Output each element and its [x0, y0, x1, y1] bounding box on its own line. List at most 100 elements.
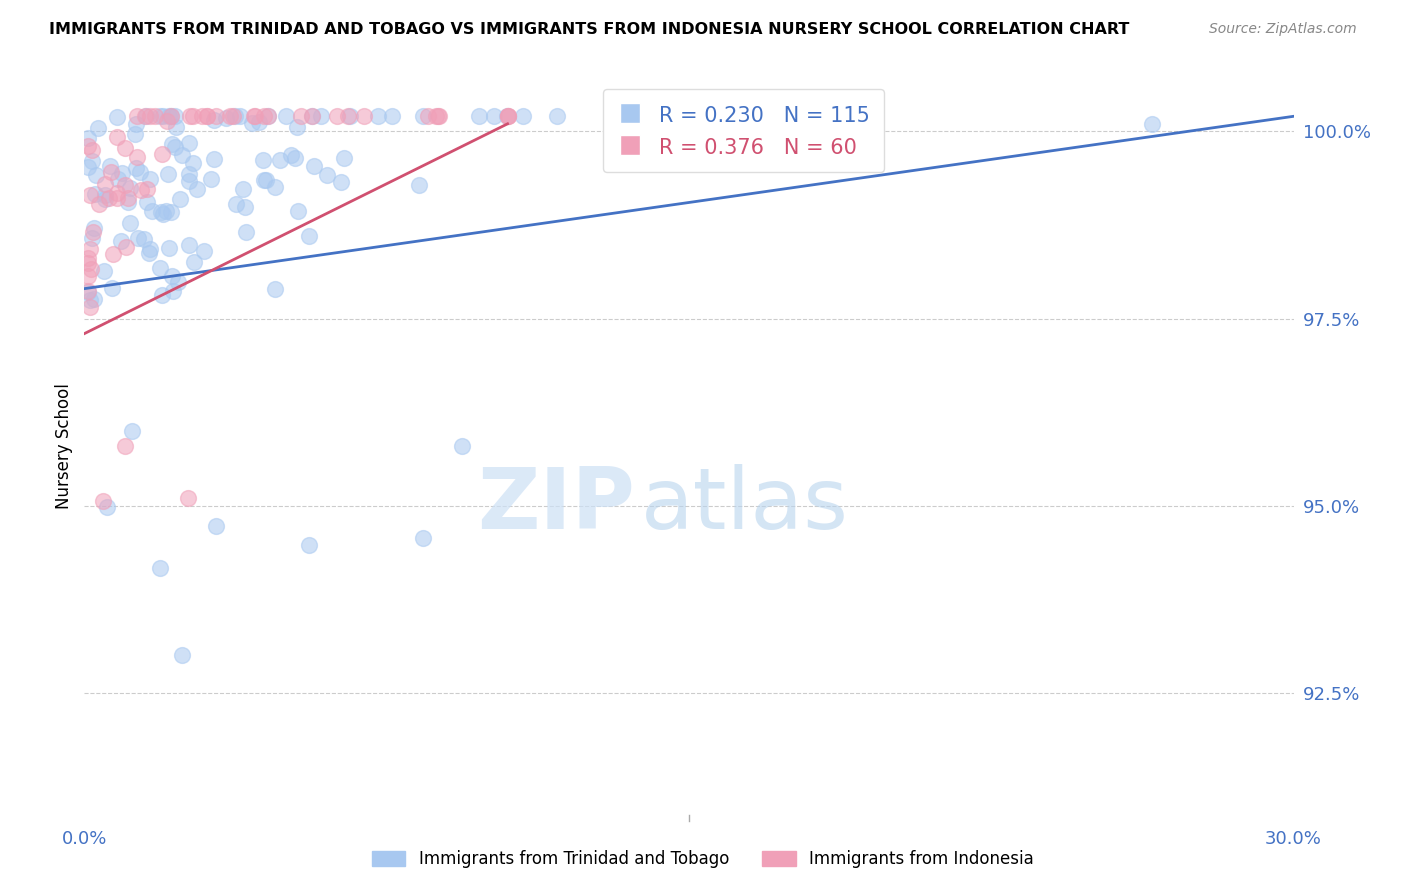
- Point: [202, 113, 225, 128]
- Point: [107, 172, 129, 186]
- Point: [160, 205, 183, 219]
- Point: [125, 117, 148, 131]
- Point: [121, 424, 143, 438]
- Point: [94, 187, 117, 202]
- Legend: R = 0.230   N = 115, R = 0.376   N = 60: R = 0.230 N = 115, R = 0.376 N = 60: [603, 89, 884, 172]
- Point: [149, 109, 172, 123]
- Point: [235, 225, 257, 239]
- Point: [128, 165, 150, 179]
- Point: [134, 109, 156, 123]
- Point: [150, 288, 173, 302]
- Point: [114, 141, 136, 155]
- Point: [177, 491, 200, 505]
- Point: [302, 159, 325, 173]
- Point: [181, 109, 204, 123]
- Point: [117, 191, 139, 205]
- Point: [546, 109, 568, 123]
- Point: [98, 191, 121, 205]
- Point: [200, 171, 222, 186]
- Point: [412, 532, 434, 546]
- Point: [427, 109, 450, 123]
- Point: [205, 109, 228, 123]
- Point: [177, 238, 200, 252]
- Point: [93, 192, 115, 206]
- Point: [83, 221, 105, 235]
- Point: [139, 109, 162, 123]
- Point: [333, 151, 356, 165]
- Point: [138, 242, 160, 256]
- Point: [167, 275, 190, 289]
- Point: [84, 187, 107, 202]
- Point: [232, 182, 254, 196]
- Point: [252, 172, 274, 186]
- Point: [100, 165, 122, 179]
- Point: [136, 182, 159, 196]
- Point: [253, 109, 276, 123]
- Point: [139, 171, 162, 186]
- Point: [172, 648, 194, 662]
- Point: [80, 143, 103, 157]
- Text: ZIP: ZIP: [477, 465, 634, 548]
- Point: [298, 538, 321, 552]
- Point: [143, 109, 166, 123]
- Point: [127, 109, 149, 123]
- Point: [93, 494, 115, 508]
- Point: [242, 116, 264, 130]
- Point: [298, 229, 321, 244]
- Point: [162, 284, 184, 298]
- Point: [125, 150, 148, 164]
- Point: [183, 255, 205, 269]
- Point: [160, 136, 183, 151]
- Point: [84, 168, 107, 182]
- Point: [118, 216, 141, 230]
- Point: [114, 439, 136, 453]
- Point: [157, 167, 180, 181]
- Point: [257, 109, 280, 123]
- Point: [285, 120, 308, 134]
- Point: [193, 244, 215, 258]
- Point: [243, 109, 266, 123]
- Point: [132, 232, 155, 246]
- Point: [101, 281, 124, 295]
- Point: [135, 194, 157, 209]
- Point: [257, 109, 280, 123]
- Point: [159, 109, 181, 123]
- Point: [150, 204, 173, 219]
- Point: [77, 285, 100, 300]
- Point: [215, 112, 238, 126]
- Point: [83, 293, 105, 307]
- Point: [77, 284, 100, 298]
- Point: [79, 300, 101, 314]
- Point: [427, 109, 450, 123]
- Point: [165, 109, 187, 123]
- Point: [118, 180, 141, 194]
- Point: [156, 114, 179, 128]
- Point: [127, 231, 149, 245]
- Text: Source: ZipAtlas.com: Source: ZipAtlas.com: [1209, 22, 1357, 37]
- Point: [301, 109, 323, 123]
- Point: [117, 195, 139, 210]
- Point: [264, 180, 287, 194]
- Point: [290, 109, 312, 123]
- Point: [80, 262, 103, 277]
- Point: [191, 109, 214, 123]
- Point: [105, 186, 128, 200]
- Point: [309, 109, 332, 123]
- Point: [247, 114, 270, 128]
- Point: [512, 109, 534, 123]
- Point: [165, 120, 187, 134]
- Point: [152, 207, 174, 221]
- Point: [105, 191, 128, 205]
- Point: [77, 251, 100, 265]
- Point: [149, 560, 172, 574]
- Point: [152, 147, 174, 161]
- Point: [264, 282, 287, 296]
- Point: [330, 175, 353, 189]
- Point: [77, 160, 100, 174]
- Point: [301, 109, 323, 123]
- Point: [77, 139, 100, 153]
- Point: [82, 225, 104, 239]
- Point: [125, 161, 148, 176]
- Point: [242, 109, 264, 123]
- Point: [202, 152, 225, 166]
